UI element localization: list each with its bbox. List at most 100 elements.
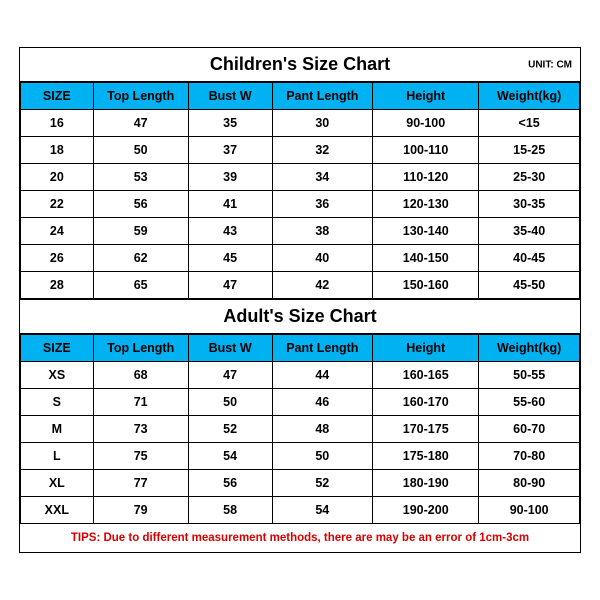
table-cell: 160-165 — [373, 362, 479, 389]
table-cell: 65 — [93, 272, 188, 299]
table-row: 28654742150-16045-50 — [21, 272, 580, 299]
table-cell: 77 — [93, 470, 188, 497]
table-cell: 40-45 — [479, 245, 580, 272]
col-height: Height — [373, 335, 479, 362]
table-cell: 39 — [188, 164, 272, 191]
table-cell: 50 — [93, 137, 188, 164]
table-row: 1647353090-100<15 — [21, 110, 580, 137]
col-weight: Weight(kg) — [479, 335, 580, 362]
table-cell: 24 — [21, 218, 94, 245]
table-cell: 120-130 — [373, 191, 479, 218]
table-cell: 47 — [188, 362, 272, 389]
table-cell: 54 — [272, 497, 373, 524]
table-cell: <15 — [479, 110, 580, 137]
table-cell: 35-40 — [479, 218, 580, 245]
table-cell: 43 — [188, 218, 272, 245]
table-cell: 71 — [93, 389, 188, 416]
table-row: 22564136120-13030-35 — [21, 191, 580, 218]
table-cell: 38 — [272, 218, 373, 245]
table-cell: 45-50 — [479, 272, 580, 299]
col-weight: Weight(kg) — [479, 83, 580, 110]
table-cell: 18 — [21, 137, 94, 164]
table-cell: 58 — [188, 497, 272, 524]
table-cell: 22 — [21, 191, 94, 218]
table-cell: 75 — [93, 443, 188, 470]
table-cell: 15-25 — [479, 137, 580, 164]
table-cell: 47 — [188, 272, 272, 299]
table-cell: 52 — [272, 470, 373, 497]
col-height: Height — [373, 83, 479, 110]
table-cell: 20 — [21, 164, 94, 191]
col-pant: Pant Length — [272, 83, 373, 110]
table-cell: 35 — [188, 110, 272, 137]
size-chart-container: Children's Size Chart UNIT: CM SIZE Top … — [19, 47, 581, 553]
table-cell: 34 — [272, 164, 373, 191]
table-cell: 37 — [188, 137, 272, 164]
table-cell: M — [21, 416, 94, 443]
adult-title: Adult's Size Chart — [223, 306, 376, 326]
table-cell: XXL — [21, 497, 94, 524]
table-cell: L — [21, 443, 94, 470]
table-cell: 46 — [272, 389, 373, 416]
table-cell: 70-80 — [479, 443, 580, 470]
table-row: M735248170-17560-70 — [21, 416, 580, 443]
table-cell: 56 — [188, 470, 272, 497]
col-size: SIZE — [21, 83, 94, 110]
table-cell: 160-170 — [373, 389, 479, 416]
table-cell: 30-35 — [479, 191, 580, 218]
adult-title-bar: Adult's Size Chart — [20, 299, 580, 334]
table-cell: 100-110 — [373, 137, 479, 164]
table-cell: 140-150 — [373, 245, 479, 272]
children-table: SIZE Top Length Bust W Pant Length Heigh… — [20, 82, 580, 299]
table-row: XS684744160-16550-55 — [21, 362, 580, 389]
table-cell: 44 — [272, 362, 373, 389]
table-cell: 54 — [188, 443, 272, 470]
table-cell: 41 — [188, 191, 272, 218]
table-cell: XS — [21, 362, 94, 389]
table-cell: 42 — [272, 272, 373, 299]
table-cell: 170-175 — [373, 416, 479, 443]
table-cell: 40 — [272, 245, 373, 272]
table-cell: 53 — [93, 164, 188, 191]
table-cell: 55-60 — [479, 389, 580, 416]
table-cell: 25-30 — [479, 164, 580, 191]
table-cell: 47 — [93, 110, 188, 137]
table-cell: 180-190 — [373, 470, 479, 497]
table-cell: 50-55 — [479, 362, 580, 389]
children-title-bar: Children's Size Chart UNIT: CM — [20, 48, 580, 82]
table-cell: 26 — [21, 245, 94, 272]
table-row: XL775652180-19080-90 — [21, 470, 580, 497]
table-cell: 73 — [93, 416, 188, 443]
table-cell: XL — [21, 470, 94, 497]
adult-header-row: SIZE Top Length Bust W Pant Length Heigh… — [21, 335, 580, 362]
table-cell: 190-200 — [373, 497, 479, 524]
table-cell: 175-180 — [373, 443, 479, 470]
col-bust: Bust W — [188, 335, 272, 362]
adult-table: SIZE Top Length Bust W Pant Length Heigh… — [20, 334, 580, 524]
table-cell: 30 — [272, 110, 373, 137]
table-cell: 150-160 — [373, 272, 479, 299]
col-bust: Bust W — [188, 83, 272, 110]
table-cell: 79 — [93, 497, 188, 524]
col-size: SIZE — [21, 335, 94, 362]
table-cell: 130-140 — [373, 218, 479, 245]
table-cell: 62 — [93, 245, 188, 272]
table-cell: S — [21, 389, 94, 416]
table-row: 20533934110-12025-30 — [21, 164, 580, 191]
table-cell: 68 — [93, 362, 188, 389]
table-cell: 28 — [21, 272, 94, 299]
col-top: Top Length — [93, 83, 188, 110]
col-top: Top Length — [93, 335, 188, 362]
children-header-row: SIZE Top Length Bust W Pant Length Heigh… — [21, 83, 580, 110]
table-cell: 45 — [188, 245, 272, 272]
children-title: Children's Size Chart — [210, 54, 390, 74]
table-cell: 50 — [188, 389, 272, 416]
table-cell: 110-120 — [373, 164, 479, 191]
table-cell: 50 — [272, 443, 373, 470]
table-row: 26624540140-15040-45 — [21, 245, 580, 272]
table-cell: 52 — [188, 416, 272, 443]
table-cell: 36 — [272, 191, 373, 218]
tips-text: TIPS: Due to different measurement metho… — [20, 524, 580, 552]
unit-label: UNIT: CM — [528, 59, 572, 70]
table-cell: 90-100 — [479, 497, 580, 524]
